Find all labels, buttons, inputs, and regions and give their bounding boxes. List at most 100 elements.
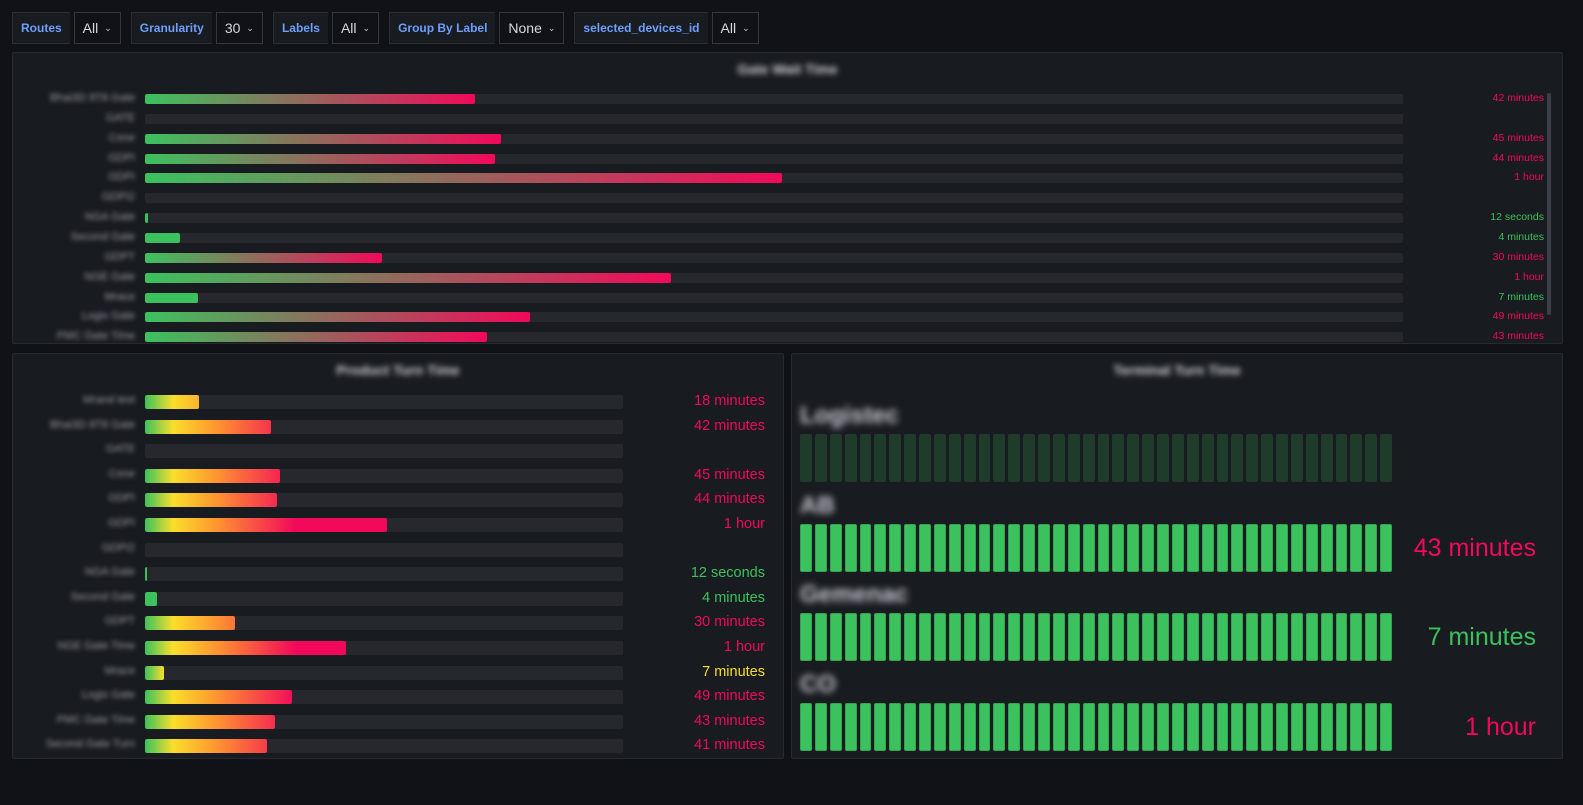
row-value: 45 minutes [1492,131,1544,144]
lcd-cell [1127,434,1140,482]
lcd-cell [1201,434,1214,482]
lcd-cell [1157,702,1169,751]
row-label: GDPI2 [101,191,135,204]
lcd-cell [919,613,931,661]
variable-label: Labels [272,12,328,44]
bar-row: Second Gate 4 minutes [13,589,783,614]
row-value: 42 minutes [1492,92,1544,104]
bar-track [145,332,1403,343]
bar-track [145,542,623,557]
lcd-cell [874,613,887,661]
lcd-cell [1261,434,1273,482]
lcd-cell [844,434,857,482]
scrollbar[interactable] [1547,93,1551,315]
lcd-cell [1142,523,1154,572]
bar-row: GDPT 30 minutes [13,613,783,638]
gauge-value: 1 hour [1465,712,1536,741]
lcd-cell [889,702,902,751]
lcd-cell [1201,702,1214,751]
variable-2: Labels All ⌄ [272,12,380,44]
row-label: GDPI [108,492,135,505]
bar-row: Mrace 7 minutes [13,663,783,688]
lcd-cell [829,434,842,482]
lcd-cell [1142,434,1154,482]
lcd-cell [1290,434,1303,482]
variable-label: Group By Label [389,12,496,44]
lcd-cell [1350,702,1363,751]
bar-fill [145,739,268,754]
variable-select[interactable]: All ⌄ [711,12,759,44]
row-value: 4 minutes [1498,230,1544,243]
lcd-cell [933,613,946,661]
lcd-cell [1365,523,1378,572]
lcd-cell [1216,702,1229,751]
lcd-cell [874,523,887,572]
variable-select[interactable]: None ⌄ [499,12,565,44]
lcd-cell [1157,613,1169,661]
bar-fill [145,419,271,434]
bar-fill [145,690,293,705]
chevron-down-icon: ⌄ [547,22,556,33]
row-value: 12 seconds [1490,211,1544,224]
lcd-cell [1186,523,1199,572]
bar-track [145,173,1403,184]
lcd-cell [904,523,916,572]
row-value: 7 minutes [702,663,765,680]
lcd-cell [800,702,812,751]
bar-fill [145,213,148,224]
bar-row: GDPT 30 minutes [13,250,1562,270]
bar-fill [145,468,281,483]
lcd-cell [1290,523,1303,572]
lcd-cell [829,523,842,572]
bar-row: GDPI 44 minutes [13,151,1562,171]
lcd-cell [1023,702,1035,751]
chevron-down-icon: ⌄ [742,22,750,33]
gauge-name: AB [800,491,835,519]
bar-track [145,292,1403,303]
row-value: 1 hour [1514,270,1544,283]
lcd-cell [1008,613,1021,661]
lcd-cell [919,702,931,751]
lcd-cell [874,434,887,482]
variable-select[interactable]: 30 ⌄ [215,12,263,44]
row-value: 43 minutes [694,712,765,729]
lcd-cell [1186,434,1199,482]
lcd-cell [1231,613,1244,661]
lcd-cell [1231,523,1244,572]
gate-wait-panel: Gate Wait Time Bhai3D 8T8 Gate 42 minutes… [12,52,1563,344]
lcd-cell [800,613,812,661]
variable-select[interactable]: All ⌄ [331,12,380,44]
row-label: GDPT [104,250,135,263]
row-label: GATE [105,443,135,456]
lcd-cell [1127,523,1140,572]
gauge-value: 43 minutes [1413,533,1536,562]
lcd-bar [800,702,1392,751]
bar-fill [145,395,199,409]
bar-track [145,232,1403,243]
lcd-cell [1008,434,1021,482]
lcd-cell [800,434,812,482]
row-value: 43 minutes [1492,330,1544,343]
row-label: Second Gate [70,590,135,603]
variable-select[interactable]: All ⌄ [73,12,121,44]
lcd-cell [1112,702,1125,751]
row-value: 7 minutes [1498,290,1544,303]
panel-title: Product Turn Time [336,362,460,378]
lcd-cell [1320,434,1333,482]
lcd-cell [1380,523,1392,572]
bar-track [145,739,623,754]
row-value: 12 seconds [690,565,765,582]
lcd-cell [874,702,887,751]
bar-row: Cone 45 minutes [13,466,783,491]
lcd-cell [1231,702,1244,751]
gauge-name: Logistec [800,402,899,429]
variable-4: selected_devices_id All ⌄ [574,12,759,44]
lcd-cell [1082,523,1095,572]
bar-track [145,94,1403,104]
row-label: GDPT [104,615,135,628]
bar-row: PMC Gate Time 43 minutes [13,712,783,737]
lcd-cell [889,613,902,661]
row-value: 1 hour [1514,171,1544,184]
row-label: PMC Gate Time [56,330,135,343]
lcd-cell [1201,613,1214,661]
